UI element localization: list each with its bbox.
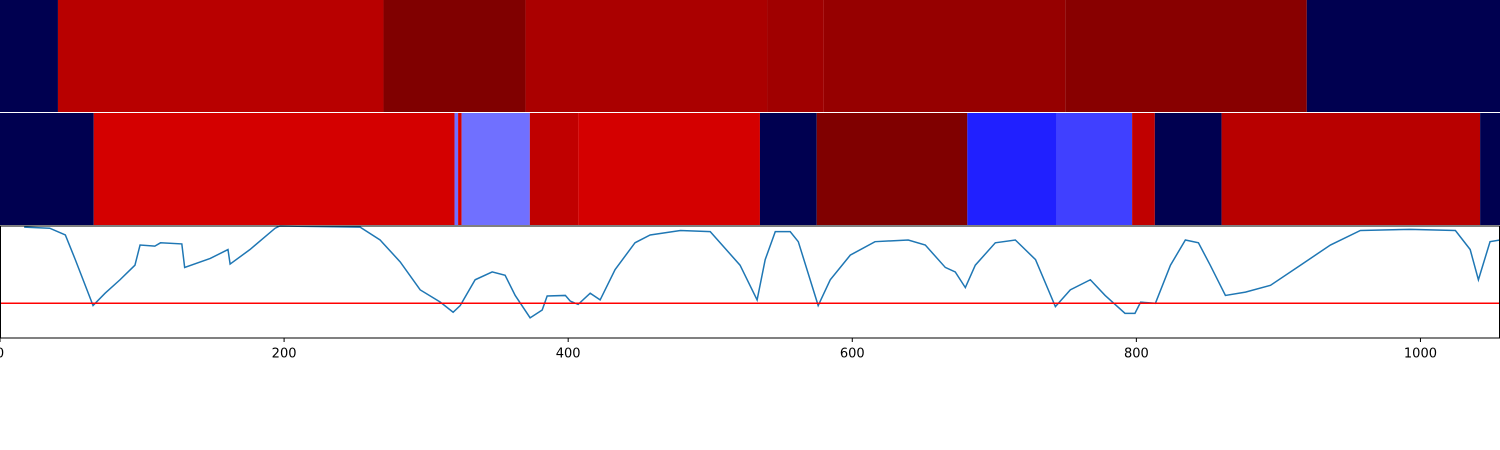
band-segment <box>57 0 384 112</box>
x-tick-label: 200 <box>272 347 297 362</box>
band-segment <box>458 113 462 225</box>
band-segment <box>525 0 768 112</box>
band-segment <box>823 0 1066 112</box>
band-segment <box>529 113 579 225</box>
plot-area <box>0 226 1500 338</box>
x-tick-label: 400 <box>556 347 581 362</box>
band-segment <box>1306 0 1500 112</box>
band-segment <box>93 113 455 225</box>
band-segment <box>383 0 526 112</box>
band-segment <box>461 113 530 225</box>
x-tick-label: 0 <box>0 347 4 362</box>
line <box>24 225 1500 319</box>
band-segment <box>578 113 760 225</box>
band-segment <box>816 113 968 225</box>
band-segment <box>0 113 94 225</box>
x-tick-label: 600 <box>840 347 865 362</box>
band-segment <box>0 0 58 112</box>
band-segment <box>1056 113 1133 225</box>
band-segment <box>1132 113 1155 225</box>
band-segment <box>767 0 824 112</box>
band-segment <box>454 113 459 225</box>
band-segment <box>759 113 817 225</box>
x-tick-label: 800 <box>1124 347 1149 362</box>
band-segment <box>1221 113 1481 225</box>
band-segment <box>1154 113 1222 225</box>
band-segment <box>967 113 1057 225</box>
x-tick-label: 1000 <box>1404 347 1437 362</box>
band-segment <box>1065 0 1307 112</box>
band-segment <box>1480 113 1500 225</box>
